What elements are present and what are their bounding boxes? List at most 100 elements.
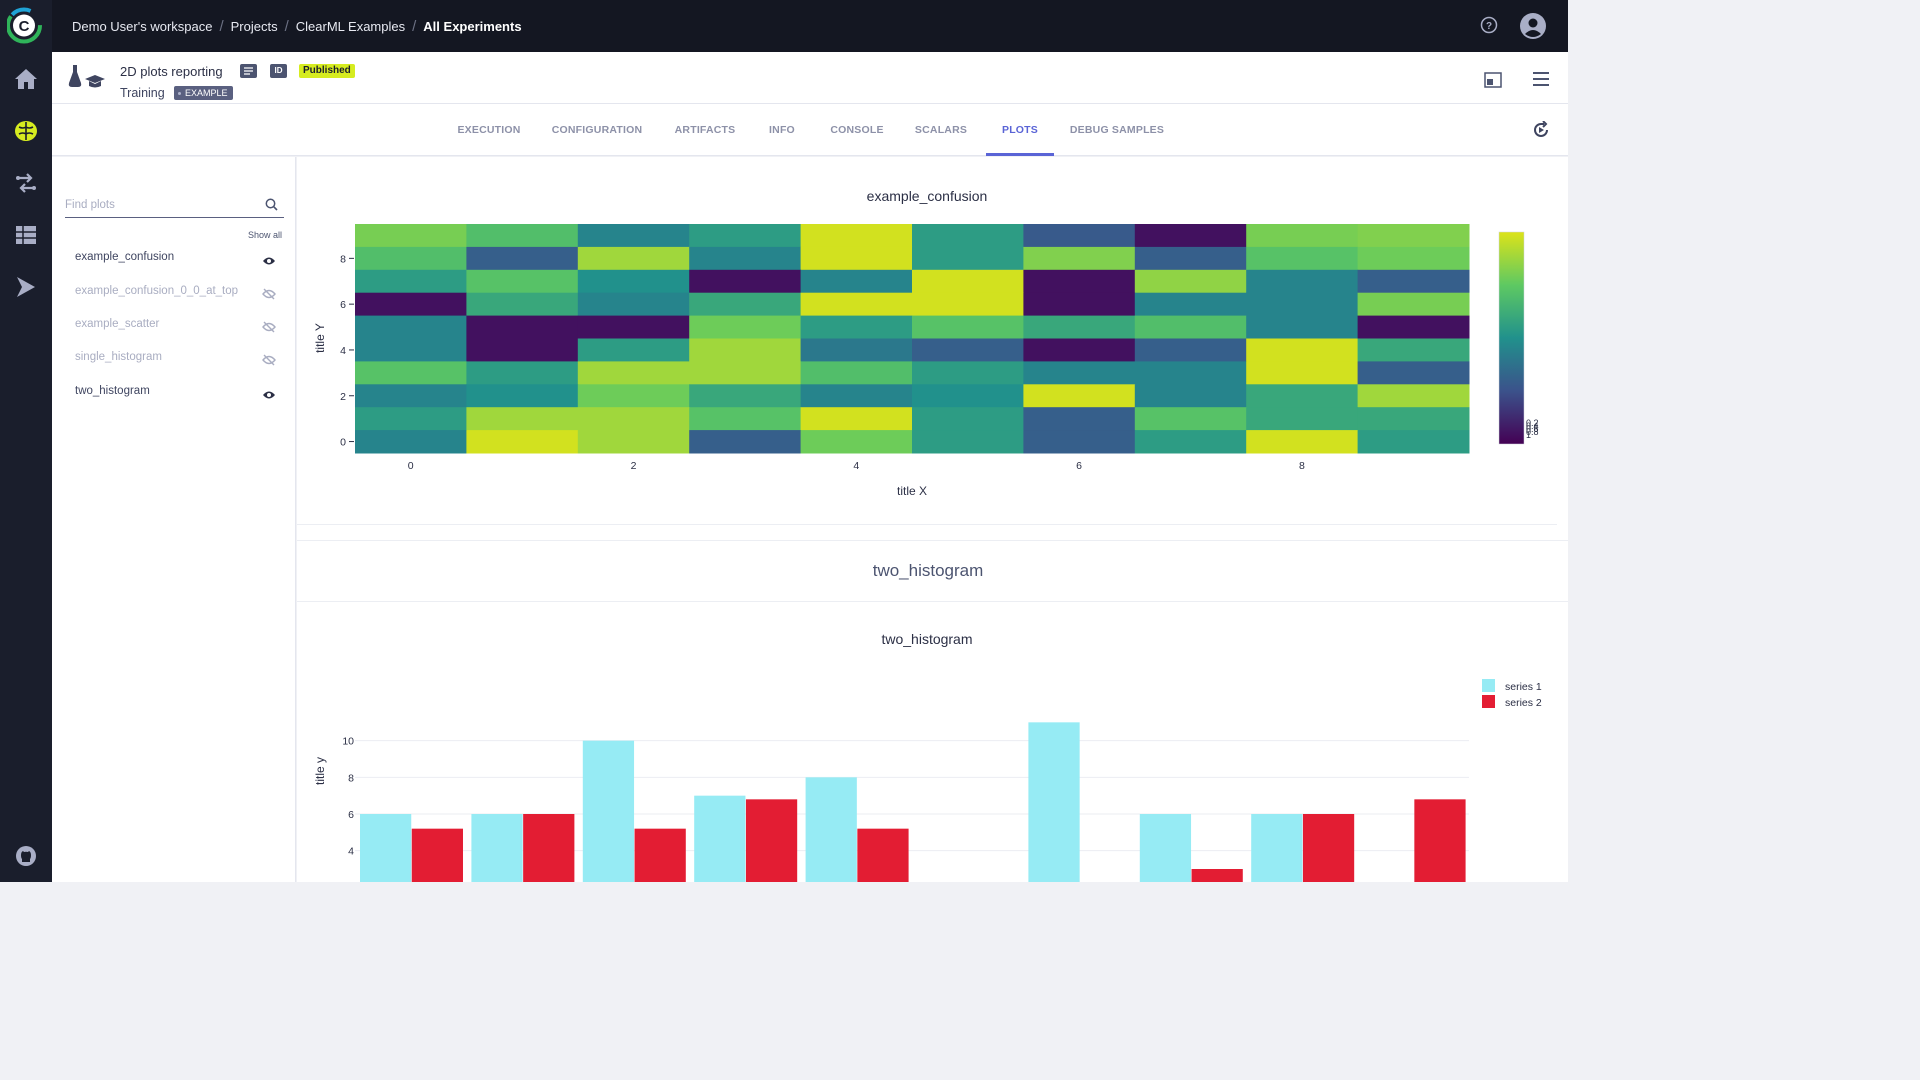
bar-series-2 [634, 828, 686, 882]
breadcrumb-separator: / [219, 17, 224, 35]
github-icon[interactable] [0, 836, 52, 876]
heatmap-cell [1357, 292, 1470, 317]
tab-execution[interactable]: EXECUTION [457, 124, 521, 136]
clearml-logo[interactable]: C [6, 7, 42, 44]
plot-list-item[interactable]: example_confusion [65, 247, 284, 271]
id-button[interactable]: ID [270, 64, 287, 78]
heatmap-cell [912, 384, 1024, 408]
heatmap-cell [1023, 338, 1136, 362]
heatmap-cell [1134, 315, 1247, 339]
eye-off-icon[interactable] [262, 287, 276, 305]
bar-series-1 [1028, 722, 1080, 882]
heatmap-cell [912, 315, 1024, 339]
refresh-icon[interactable] [1532, 120, 1550, 144]
tag-chip[interactable]: EXAMPLE [174, 86, 233, 100]
heatmap-cell [1134, 269, 1247, 294]
heatmap-cell [1246, 407, 1359, 431]
breadcrumb-project[interactable]: ClearML Examples [295, 18, 406, 34]
heatmap-cell [800, 338, 913, 362]
eye-icon[interactable] [262, 387, 276, 405]
plot-list-item[interactable]: single_histogram [65, 347, 284, 371]
x-tick-label: 6 [1076, 460, 1082, 472]
plot-list-item[interactable]: two_histogram [65, 381, 284, 405]
chart-legend[interactable]: series 1 series 2 [1482, 679, 1542, 709]
bar-series-1 [805, 777, 857, 882]
show-all-link[interactable]: Show all [248, 230, 283, 240]
heatmap-cell [800, 430, 913, 454]
breadcrumb-workspace[interactable]: Demo User's workspace [72, 18, 213, 34]
tab-plots[interactable]: PLOTS [986, 104, 1054, 156]
eye-off-icon[interactable] [262, 353, 276, 371]
tab-configuration[interactable]: CONFIGURATION [551, 124, 643, 136]
heatmap-cell [1357, 338, 1470, 362]
heatmap-cell [1134, 430, 1247, 454]
heatmap-cell [1023, 246, 1136, 271]
heatmap-cell [577, 361, 690, 385]
eye-icon[interactable] [262, 253, 276, 271]
y-tick-label: 0 [340, 437, 346, 449]
plot-list-item[interactable]: example_scatter [65, 314, 284, 338]
y-tick-label: 4 [340, 345, 346, 357]
bar-series-2 [745, 799, 798, 882]
experiment-name[interactable]: 2D plots reporting [120, 64, 223, 79]
heatmap-cell [912, 224, 1024, 248]
legend-label-series-1: series 1 [1505, 681, 1542, 693]
breadcrumb-current[interactable]: All Experiments [423, 18, 522, 34]
x-tick-label: 8 [1299, 460, 1305, 472]
heatmap-cell [689, 361, 802, 385]
info-lines-icon[interactable] [240, 64, 257, 78]
colorbar-tick-label: 0.4 [1526, 421, 1539, 431]
datasets-icon[interactable] [0, 215, 52, 255]
heatmap-cell [577, 224, 690, 248]
heatmap-cell [577, 384, 690, 408]
plot-list-item[interactable]: example_confusion_0_0_at_top [65, 281, 284, 305]
bar-series-1 [694, 795, 746, 882]
heatmap-cell [800, 269, 913, 294]
menu-icon[interactable] [1532, 71, 1550, 92]
bar-series-2 [1191, 869, 1243, 882]
tab-debug-samples[interactable]: DEBUG SAMPLES [1069, 124, 1165, 136]
home-icon[interactable] [0, 59, 52, 99]
tab-console[interactable]: CONSOLE [830, 124, 884, 136]
heatmap-cell [1246, 338, 1359, 362]
plot-search-input[interactable] [65, 194, 255, 216]
heatmap-cell [689, 292, 802, 317]
search-icon[interactable] [265, 198, 278, 216]
bar-chart[interactable]: two_histogram 246810 title y series 1 se… [297, 603, 1568, 882]
breadcrumb-separator: / [284, 17, 289, 35]
heatmap-cell [1246, 292, 1359, 317]
help-icon[interactable]: ? [1480, 16, 1498, 39]
heatmap-cell [912, 430, 1024, 454]
x-axis-label: title X [897, 484, 927, 498]
heatmap-cell [466, 407, 579, 431]
tab-scalars[interactable]: SCALARS [914, 124, 968, 136]
tab-info[interactable]: INFO [769, 124, 795, 136]
details-panel-icon[interactable] [1484, 72, 1502, 93]
heatmap-cell [1357, 407, 1470, 431]
heatmap-cell [577, 407, 690, 431]
heatmap-cell [466, 246, 579, 271]
plot-list-item-label: example_confusion_0_0_at_top [75, 285, 239, 297]
deploy-icon[interactable] [0, 267, 52, 307]
heatmap-cell [1023, 292, 1136, 317]
experiments-brain-icon[interactable] [0, 111, 52, 151]
heatmap-chart[interactable]: example_confusion 0 2 4 6 8 0 2 4 6 8 title X tit… [297, 157, 1557, 525]
heatmap-cell [1246, 246, 1359, 271]
tab-artifacts[interactable]: ARTIFACTS [674, 124, 736, 136]
heatmap-cell [1357, 315, 1470, 339]
heatmap-cell [355, 315, 467, 339]
heatmap-cell [577, 338, 690, 362]
breadcrumb-projects[interactable]: Projects [230, 18, 278, 34]
plot-group-header: two_histogram [297, 542, 1568, 602]
user-avatar-icon[interactable] [1520, 13, 1546, 44]
eye-off-icon[interactable] [262, 320, 276, 338]
heatmap-cell [466, 292, 579, 317]
heatmap-cell [466, 315, 579, 339]
pipelines-icon[interactable] [0, 163, 52, 203]
heatmap-cell [466, 224, 579, 248]
heatmap-cell [1357, 430, 1470, 454]
heatmap-cell [577, 315, 690, 339]
bar-series-1 [582, 740, 635, 882]
legend-swatch-series-2 [1482, 695, 1495, 708]
heatmap-cell [689, 315, 802, 339]
